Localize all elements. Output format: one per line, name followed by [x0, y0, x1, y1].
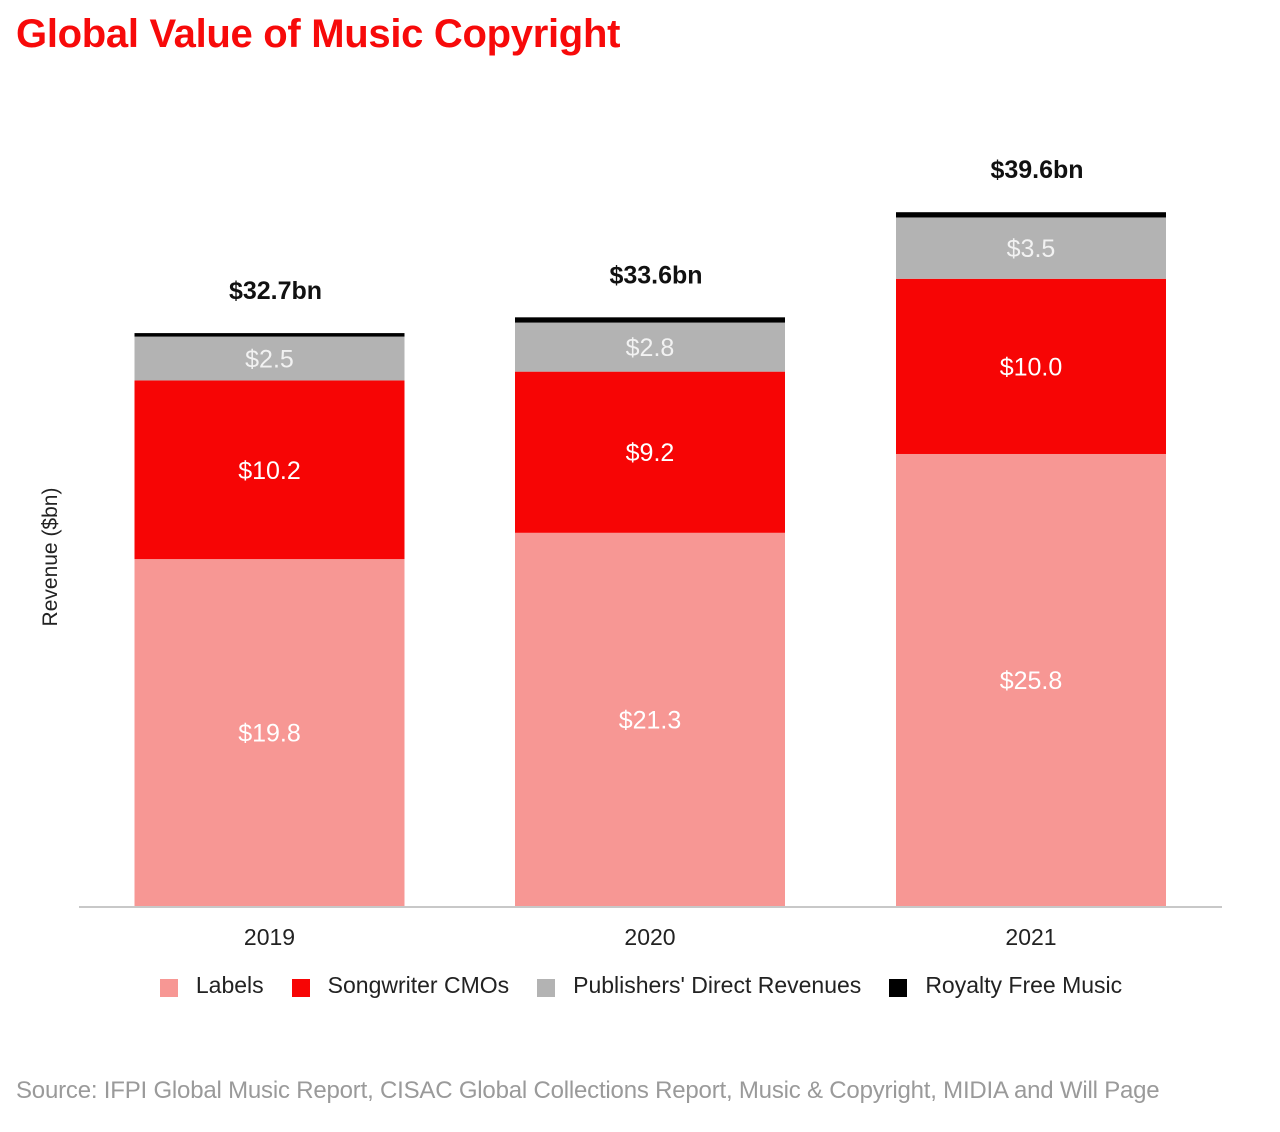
source-note: Source: IFPI Global Music Report, CISAC …	[16, 1077, 1160, 1104]
data-label-publishers-direct-revenues-2020: $2.8	[626, 334, 675, 362]
legend-label: Songwriter CMOs	[327, 972, 510, 998]
data-label-songwriter-cmos-2019: $10.2	[238, 457, 301, 485]
legend-label: Publishers' Direct Revenues	[573, 972, 862, 998]
legend: Labels Songwriter CMOs Publishers' Direc…	[0, 972, 1280, 999]
bar-royalty-free-music-2021	[896, 212, 1166, 218]
data-label-publishers-direct-revenues-2019: $2.5	[245, 346, 294, 374]
x-tick-label-2021: 2021	[1005, 924, 1056, 950]
data-label-publishers-direct-revenues-2021: $3.5	[1007, 235, 1056, 263]
y-axis-label: Revenue ($bn)	[39, 488, 62, 627]
x-tick-label-2019: 2019	[244, 924, 295, 950]
labels-group: $19.8 $10.2 $2.5 $32.7bn 2019 $21.3 $9.2 $2.8 $3…	[229, 156, 1084, 950]
x-tick-label-2020: 2020	[624, 924, 675, 950]
bar-songwriter-cmos-2019	[134, 380, 405, 560]
data-label-labels-2019: $19.8	[238, 720, 301, 748]
data-label-songwriter-cmos-2020: $9.2	[626, 439, 675, 467]
bars-group	[134, 212, 1166, 906]
legend-swatch-publishers-direct	[537, 978, 556, 997]
legend-item-songwriter-cmos: Songwriter CMOs	[291, 972, 510, 999]
legend-swatch-songwriter-cmos	[291, 978, 310, 997]
bar-royalty-free-music-2019	[134, 333, 405, 337]
legend-item-labels: Labels	[159, 972, 264, 999]
legend-item-publishers-direct: Publishers' Direct Revenues	[537, 972, 861, 999]
data-label-labels-2021: $25.8	[1000, 667, 1063, 695]
bar-labels-2021	[896, 453, 1166, 906]
bar-songwriter-cmos-2020	[515, 371, 785, 533]
legend-swatch-labels	[159, 978, 178, 997]
legend-swatch-royalty-free	[889, 978, 908, 997]
legend-label: Labels	[195, 972, 264, 998]
bar-royalty-free-music-2020	[515, 317, 785, 323]
total-label-2021: $39.6bn	[990, 156, 1083, 184]
bar-publishers-direct-revenues-2019	[134, 336, 405, 381]
total-label-2019: $32.7bn	[229, 277, 322, 305]
bar-publishers-direct-revenues-2020	[515, 322, 785, 372]
total-label-2020: $33.6bn	[609, 261, 702, 289]
data-label-songwriter-cmos-2021: $10.0	[1000, 353, 1063, 381]
legend-item-royalty-free: Royalty Free Music	[889, 972, 1122, 999]
chart-title: Global Value of Music Copyright	[16, 12, 621, 56]
data-label-labels-2020: $21.3	[619, 706, 682, 734]
bar-songwriter-cmos-2021	[896, 278, 1166, 454]
bar-publishers-direct-revenues-2021	[896, 217, 1166, 279]
bar-labels-2020	[515, 532, 785, 906]
bar-labels-2019	[134, 559, 405, 906]
legend-label: Royalty Free Music	[925, 972, 1123, 998]
